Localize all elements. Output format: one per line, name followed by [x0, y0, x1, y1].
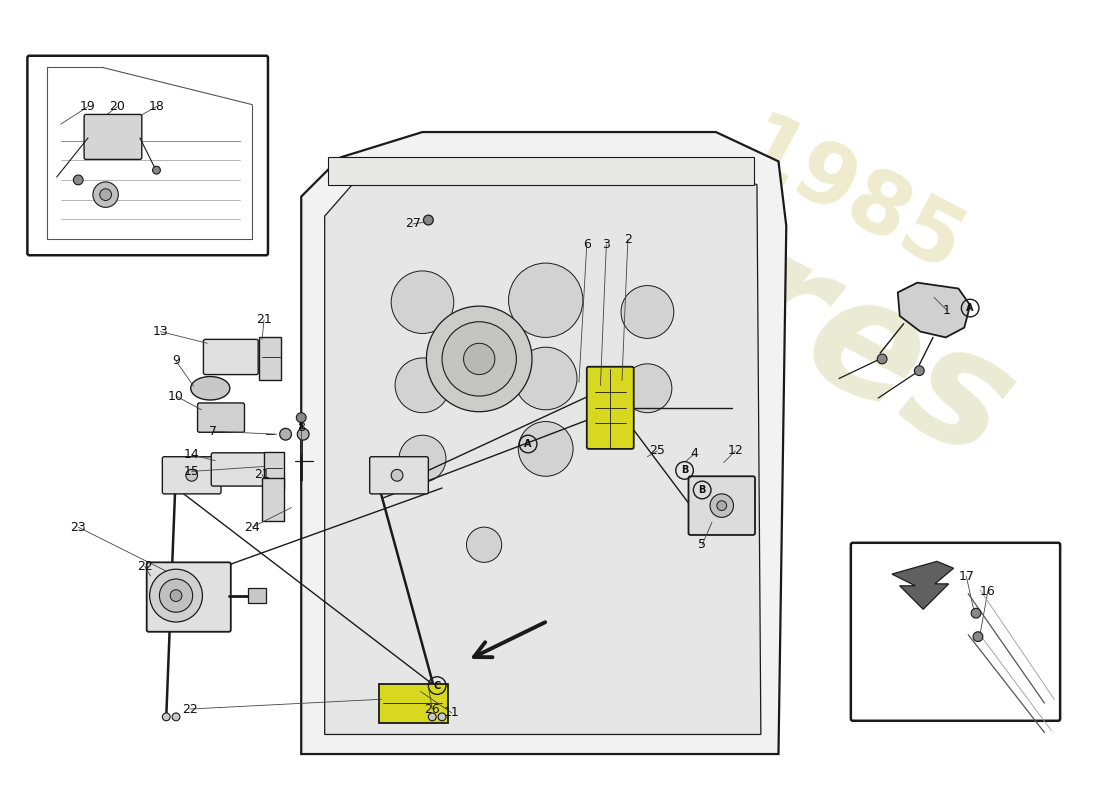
Circle shape — [424, 215, 433, 225]
Text: 21: 21 — [256, 314, 272, 326]
Text: 14: 14 — [184, 448, 199, 462]
Circle shape — [392, 271, 454, 334]
Bar — [328, 158, 754, 185]
FancyBboxPatch shape — [370, 457, 428, 494]
Polygon shape — [898, 282, 970, 338]
Circle shape — [399, 435, 446, 482]
FancyBboxPatch shape — [198, 403, 244, 432]
Text: 23: 23 — [70, 521, 86, 534]
FancyBboxPatch shape — [689, 476, 755, 535]
FancyBboxPatch shape — [850, 542, 1060, 721]
Circle shape — [442, 322, 516, 396]
Circle shape — [153, 166, 161, 174]
Text: A: A — [525, 439, 532, 449]
Circle shape — [438, 713, 446, 721]
Polygon shape — [892, 562, 954, 610]
Bar — [260, 338, 280, 381]
Circle shape — [710, 494, 734, 518]
Text: 19: 19 — [80, 100, 96, 113]
Circle shape — [186, 470, 198, 481]
Circle shape — [92, 182, 119, 207]
Text: 27: 27 — [405, 218, 420, 230]
Circle shape — [279, 428, 292, 440]
Circle shape — [463, 343, 495, 374]
Text: 17: 17 — [958, 570, 975, 582]
Circle shape — [971, 608, 981, 618]
Circle shape — [297, 428, 309, 440]
Text: 20: 20 — [109, 100, 125, 113]
FancyBboxPatch shape — [586, 366, 634, 449]
Text: B: B — [698, 485, 706, 495]
Circle shape — [914, 366, 924, 375]
Circle shape — [150, 569, 202, 622]
Text: 11: 11 — [444, 706, 460, 719]
Text: 24: 24 — [244, 521, 261, 534]
Circle shape — [428, 713, 437, 721]
Text: eures: eures — [507, 110, 1038, 494]
FancyBboxPatch shape — [163, 457, 221, 494]
Bar — [249, 588, 266, 603]
FancyBboxPatch shape — [211, 453, 266, 486]
Circle shape — [518, 422, 573, 476]
Text: 1985: 1985 — [726, 106, 976, 293]
Text: 22: 22 — [182, 702, 198, 715]
Circle shape — [877, 354, 887, 364]
Text: 13: 13 — [153, 325, 168, 338]
Polygon shape — [324, 162, 761, 734]
Circle shape — [623, 364, 672, 413]
Circle shape — [395, 358, 450, 413]
Text: 21: 21 — [254, 468, 270, 481]
Circle shape — [392, 470, 403, 481]
FancyBboxPatch shape — [204, 339, 258, 374]
Text: 6: 6 — [583, 238, 591, 251]
Text: a passion for...: a passion for... — [433, 440, 662, 556]
Circle shape — [296, 413, 306, 422]
Bar — [379, 684, 448, 722]
FancyBboxPatch shape — [146, 562, 231, 632]
Circle shape — [163, 713, 170, 721]
Polygon shape — [301, 132, 786, 754]
Text: 2: 2 — [624, 233, 631, 246]
Circle shape — [515, 347, 578, 410]
Text: B: B — [681, 466, 689, 475]
Text: 26: 26 — [425, 702, 440, 715]
Text: 22: 22 — [136, 560, 153, 573]
Text: A: A — [967, 303, 974, 313]
Text: 3: 3 — [603, 238, 611, 251]
Circle shape — [427, 306, 532, 412]
Text: 5: 5 — [698, 538, 706, 551]
Circle shape — [974, 632, 983, 642]
FancyBboxPatch shape — [84, 114, 142, 159]
Circle shape — [74, 175, 84, 185]
Text: 7: 7 — [209, 425, 217, 438]
Text: C: C — [433, 681, 441, 690]
Circle shape — [160, 579, 192, 612]
Circle shape — [170, 590, 182, 602]
Circle shape — [621, 286, 674, 338]
Text: 15: 15 — [184, 465, 199, 478]
FancyBboxPatch shape — [28, 56, 268, 255]
Text: 16: 16 — [980, 585, 996, 598]
Text: 1: 1 — [943, 303, 950, 317]
Text: 4: 4 — [691, 447, 698, 460]
Bar — [262, 478, 284, 522]
Circle shape — [466, 527, 502, 562]
Text: 8: 8 — [297, 421, 305, 434]
Ellipse shape — [190, 377, 230, 400]
Circle shape — [100, 189, 111, 201]
Text: 18: 18 — [148, 100, 164, 113]
Circle shape — [508, 263, 583, 338]
Circle shape — [172, 713, 180, 721]
Bar — [264, 452, 284, 489]
Text: 25: 25 — [649, 444, 666, 458]
Text: 10: 10 — [168, 390, 184, 402]
Text: 12: 12 — [727, 444, 744, 458]
Circle shape — [717, 501, 727, 510]
Text: 9: 9 — [172, 354, 180, 367]
